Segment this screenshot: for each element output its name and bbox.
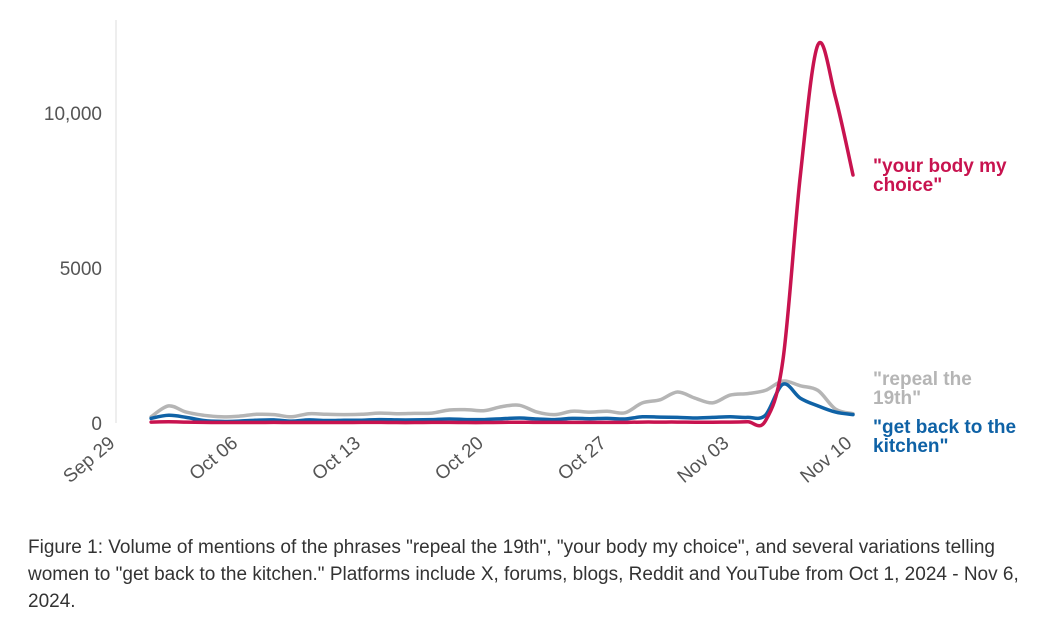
figure-caption: Figure 1: Volume of mentions of the phra…: [28, 537, 1019, 612]
x-tick-label: Oct 20: [431, 433, 487, 485]
y-tick-label: 10,000: [44, 104, 102, 125]
series-labels: "repeal the 19th" "get back to the kitchen"…: [873, 156, 1016, 457]
x-tick-label: Oct 06: [186, 433, 242, 485]
series-label: "your body my choice": [873, 156, 1007, 196]
x-tick-label: Nov 03: [674, 433, 734, 488]
x-tick-label: Sep 29: [60, 433, 120, 488]
x-axis-ticks: Sep 29 Oct 06 Oct 13 Oct 20 Oct 27 Nov 03 Nov …: [60, 433, 857, 488]
x-tick-label: Oct 13: [308, 433, 364, 485]
series-label: "repeal the 19th": [873, 369, 972, 409]
y-tick-label: 0: [91, 414, 102, 435]
series-line: [149, 40, 855, 428]
y-tick-label: 5000: [60, 259, 102, 280]
series-line: [149, 379, 855, 419]
x-tick-label: Oct 27: [554, 433, 610, 485]
x-tick-label: Nov 10: [797, 433, 857, 488]
series-label: "get back to the kitchen": [873, 417, 1016, 457]
series-line: [149, 382, 855, 424]
y-axis-ticks: 0 5000 10,000: [44, 104, 102, 435]
series-lines: [149, 40, 855, 428]
